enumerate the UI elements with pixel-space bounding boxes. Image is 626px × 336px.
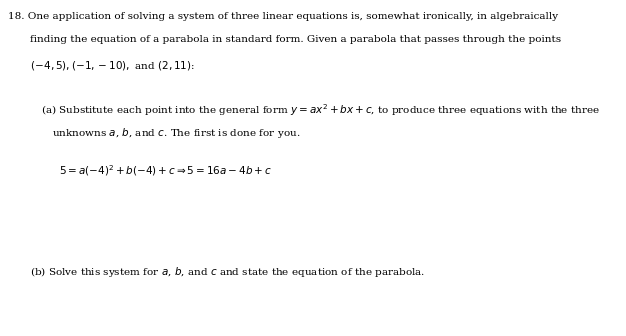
Text: (a) Substitute each point into the general form $y = ax^2 + bx + c$, to produce : (a) Substitute each point into the gener… [41, 102, 600, 118]
Text: $5 = a(-4)^{2} + b(-4) + c \Rightarrow 5 = 16a - 4b + c$: $5 = a(-4)^{2} + b(-4) + c \Rightarrow 5… [59, 163, 272, 178]
Text: finding the equation of a parabola in standard form. Given a parabola that passe: finding the equation of a parabola in st… [30, 35, 561, 44]
Text: (b) Solve this system for $a$, $b$, and $c$ and state the equation of the parabo: (b) Solve this system for $a$, $b$, and … [30, 265, 425, 280]
Text: unknowns $a$, $b$, and $c$. The first is done for you.: unknowns $a$, $b$, and $c$. The first is… [52, 126, 300, 140]
Text: 18. One application of solving a system of three linear equations is, somewhat i: 18. One application of solving a system … [8, 12, 558, 21]
Text: $(\!-\!4, 5), (-1, -10),$ and $(2, 11)$:: $(\!-\!4, 5), (-1, -10),$ and $(2, 11)$: [30, 59, 195, 72]
